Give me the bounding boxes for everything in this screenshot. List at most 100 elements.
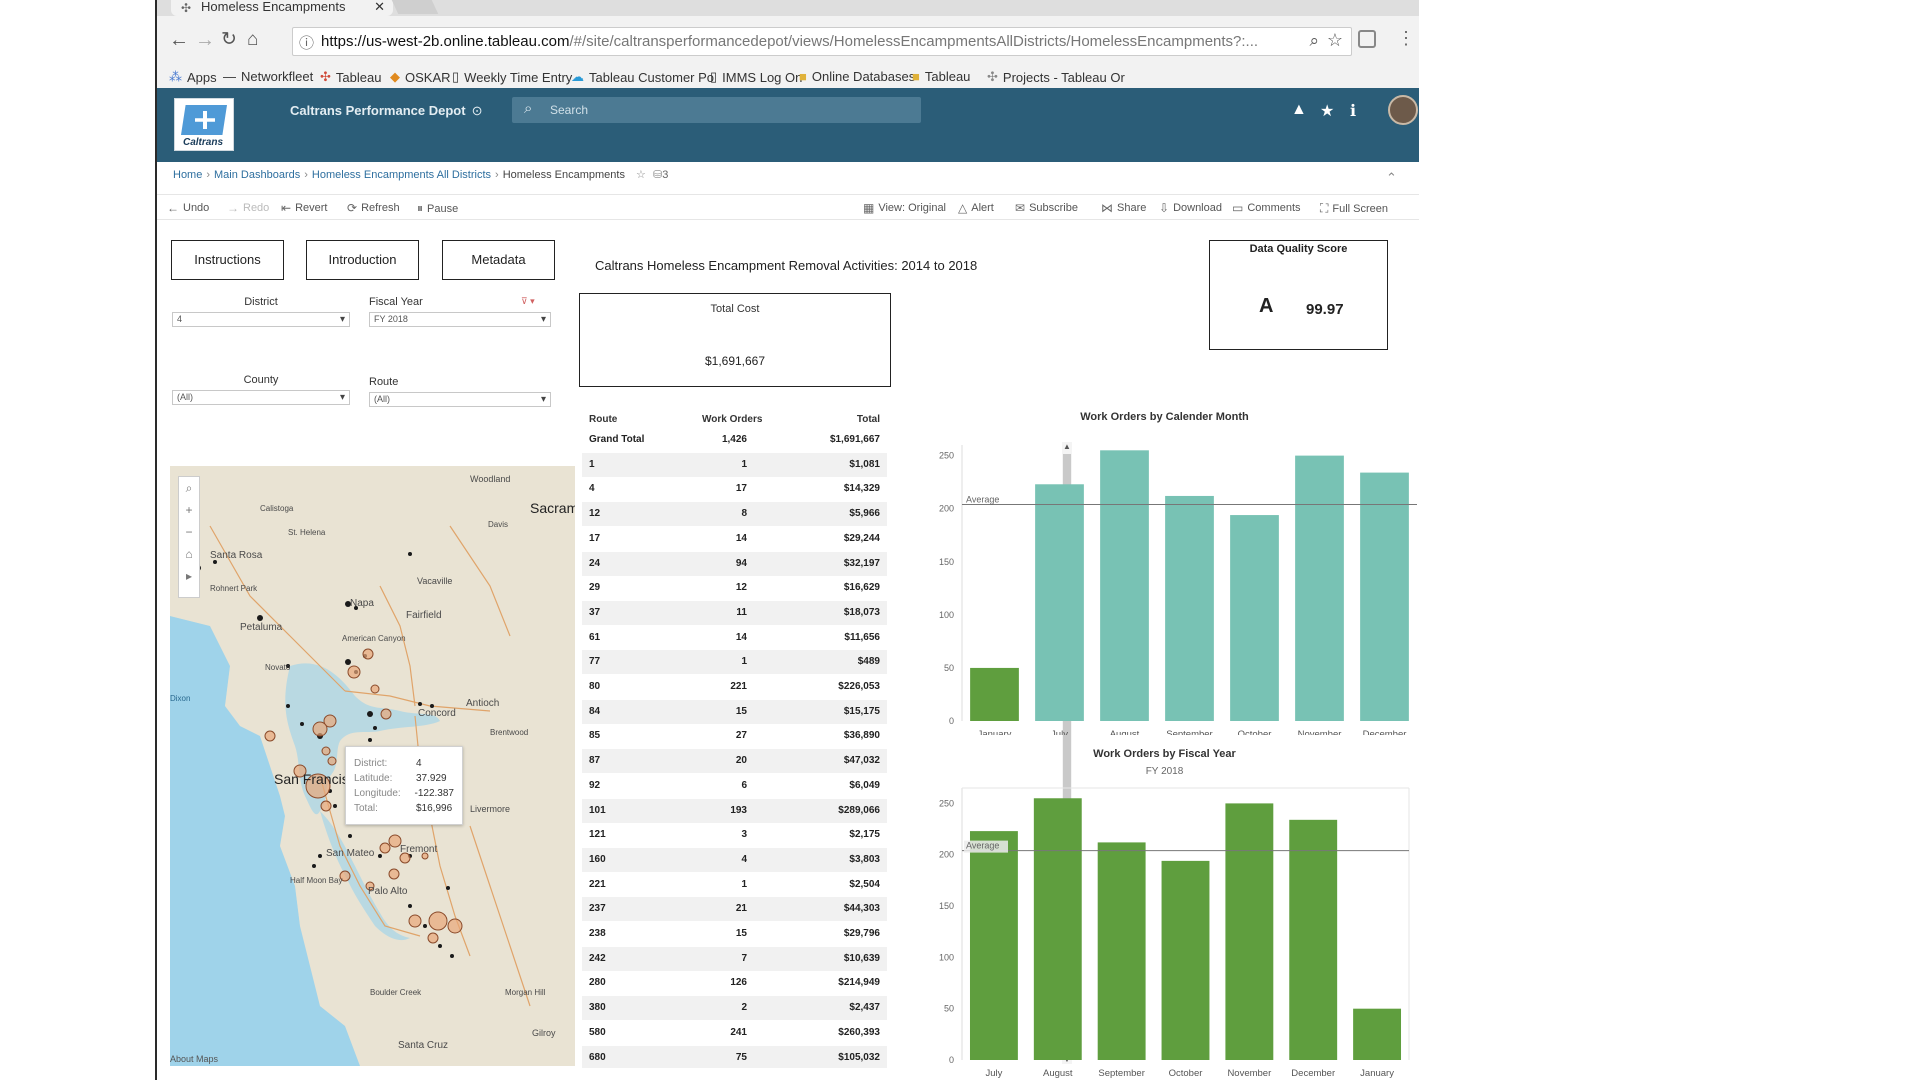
introduction-button[interactable]: Introduction (306, 240, 419, 280)
tooltip-value: $16,996 (416, 803, 453, 814)
comments-button[interactable]: ▭ Comments (1232, 201, 1301, 215)
column-header-work-orders[interactable]: Work Orders (702, 414, 763, 425)
map-label: Half Moon Bay (290, 876, 343, 885)
map-attribution[interactable]: About Maps (170, 1054, 219, 1064)
district-select[interactable]: 4 (172, 312, 350, 327)
full-screen-button[interactable]: ⛶ Full Screen (1320, 201, 1388, 216)
table-row[interactable]: 12 8 $5,966 (582, 502, 887, 527)
alert-button[interactable]: △ Alert (958, 201, 994, 215)
table-row[interactable]: 29 12 $16,629 (582, 576, 887, 600)
table-row[interactable]: 85 27 $36,890 (582, 724, 887, 748)
table-row[interactable]: 17 14 $29,244 (582, 527, 887, 551)
table-row[interactable]: 84 15 $15,175 (582, 699, 887, 724)
table-row[interactable]: 1 1 $1,081 (582, 452, 887, 477)
breadcrumb-workbook[interactable]: Homeless Encampments All Districts (311, 169, 492, 181)
info-icon[interactable]: ℹ (1350, 103, 1357, 120)
table-row[interactable]: 101 193 $289,066 (582, 798, 887, 823)
county-select[interactable]: (All) (172, 390, 350, 405)
pause-button[interactable]: ⏸ Pause (417, 201, 458, 216)
scroll-thumb[interactable] (1063, 454, 1071, 994)
favorites-star-icon[interactable]: ★ (1320, 103, 1335, 120)
download-button[interactable]: ⇩ Download (1159, 201, 1222, 215)
refresh-button[interactable]: ⟳ Refresh (347, 201, 400, 215)
site-name[interactable]: Caltrans Performance Depot ⊙ (290, 103, 482, 119)
caltrans-logo[interactable]: Caltrans (174, 98, 234, 151)
table-row[interactable]: 380 2 $2,437 (582, 996, 887, 1021)
pan-arrow-icon[interactable]: ▸ (185, 569, 193, 583)
column-header-route[interactable]: Route (589, 414, 618, 425)
table-row[interactable]: 87 20 $47,032 (582, 749, 887, 774)
search-input[interactable]: ⌕ Search (512, 97, 921, 123)
back-icon[interactable]: ← (169, 29, 189, 51)
total-cell: $214,949 (838, 977, 880, 989)
bookmark-tableau-customer[interactable]: ☁ Tableau Customer Po (571, 69, 714, 85)
avatar[interactable] (1388, 95, 1418, 125)
zoom-icon[interactable]: ⌕ (1309, 31, 1319, 50)
map-label: Napa (350, 598, 374, 609)
table-row[interactable]: 80 221 $226,053 (582, 675, 887, 699)
bookmark-weekly-time[interactable]: ▯ Weekly Time Entry (452, 69, 572, 85)
browser-menu-icon[interactable]: ⋮ (1397, 28, 1415, 48)
zoom-in-icon[interactable]: + (185, 503, 193, 517)
y-tick-label: 150 (939, 557, 954, 567)
bookmark-apps[interactable]: ⁂ Apps (169, 69, 217, 85)
table-row[interactable]: 580 241 $260,393 (582, 1021, 887, 1045)
table-row[interactable]: 221 1 $2,504 (582, 873, 887, 897)
bookmark-tableau[interactable]: ✣ Tableau (320, 69, 381, 85)
alert-icon[interactable]: ▲ (1291, 101, 1307, 118)
table-row[interactable]: 242 7 $10,639 (582, 946, 887, 971)
revert-button[interactable]: ⇤ Revert (281, 201, 327, 215)
grand-total-row[interactable]: Grand Total 1,426 $1,691,667 (582, 428, 887, 452)
view-original-button[interactable]: ▦ View: Original (863, 201, 946, 215)
favorite-star-icon[interactable]: ☆ (636, 169, 646, 181)
extension-icon[interactable] (1358, 30, 1376, 48)
breadcrumb-home[interactable]: Home (173, 169, 203, 181)
bookmark-imms[interactable]: ▯ IMMS Log On (710, 69, 802, 85)
encampment-map[interactable]: Sacram Santa Rosa Rohnert Park Petaluma … (170, 466, 575, 1066)
new-tab-button[interactable] (391, 0, 439, 14)
reload-icon[interactable]: ↻ (221, 29, 237, 50)
bookmark-networkfleet[interactable]: — Networkfleet (223, 69, 313, 84)
bookmark-oskar[interactable]: ◆ OSKAR (390, 69, 451, 85)
total-cell: $2,504 (849, 878, 880, 890)
scroll-up-icon[interactable]: ▲ (1063, 442, 1071, 451)
table-row[interactable]: 92 6 $6,049 (582, 774, 887, 798)
table-row[interactable]: 24 94 $32,197 (582, 551, 887, 576)
browser-tab[interactable]: ✣ Homeless Encampments ✕ (171, 0, 393, 16)
table-row[interactable]: 61 14 $11,656 (582, 626, 887, 650)
bookmark-star-icon[interactable]: ☆ (1326, 30, 1343, 50)
clear-filter-icon[interactable]: ⊽ ▾ (521, 296, 535, 306)
collapse-header-icon[interactable]: ⌃ (1386, 170, 1397, 185)
subscribe-button[interactable]: ✉ Subscribe (1015, 201, 1078, 215)
redo-button[interactable]: → Redo (227, 201, 269, 215)
share-button[interactable]: ⋈ Share (1101, 201, 1146, 215)
metadata-button[interactable]: Metadata (442, 240, 555, 280)
route-select[interactable]: (All) (369, 392, 551, 407)
site-info-icon[interactable]: ⓘ (299, 35, 315, 52)
forward-icon[interactable]: → (195, 29, 215, 51)
total-cell: $5,966 (849, 508, 880, 520)
table-row[interactable]: 280 126 $214,949 (582, 971, 887, 995)
zoom-out-icon[interactable]: − (185, 525, 193, 539)
table-row[interactable]: 680 75 $105,032 (582, 1045, 887, 1068)
bookmark-online-databases[interactable]: ■ Online Databases (799, 69, 915, 84)
reset-home-icon[interactable]: ⌂ (185, 547, 193, 561)
table-row[interactable]: 121 3 $2,175 (582, 823, 887, 847)
address-bar[interactable]: ⓘ https://us-west-2b.online.tableau.com/… (292, 27, 1352, 56)
table-row[interactable]: 238 15 $29,796 (582, 922, 887, 946)
table-row[interactable]: 37 11 $18,073 (582, 600, 887, 625)
table-row[interactable]: 77 1 $489 (582, 650, 887, 675)
bookmark-tableau-folder[interactable]: ■ Tableau (912, 69, 970, 84)
bookmark-projects[interactable]: ✣ Projects - Tableau Or (987, 69, 1125, 85)
map-search-icon[interactable]: ⌕ (185, 481, 193, 495)
table-row[interactable]: 4 17 $14,329 (582, 477, 887, 501)
fiscal-year-select[interactable]: FY 2018 (369, 312, 551, 327)
column-header-total[interactable]: Total (856, 414, 880, 425)
home-icon[interactable]: ⌂ (247, 29, 259, 50)
undo-button[interactable]: ← Undo (167, 201, 209, 215)
close-tab-icon[interactable]: ✕ (374, 0, 385, 14)
breadcrumb-main-dashboards[interactable]: Main Dashboards (214, 169, 301, 181)
table-row[interactable]: 237 21 $44,303 (582, 897, 887, 922)
instructions-button[interactable]: Instructions (171, 240, 284, 280)
table-row[interactable]: 160 4 $3,803 (582, 847, 887, 872)
